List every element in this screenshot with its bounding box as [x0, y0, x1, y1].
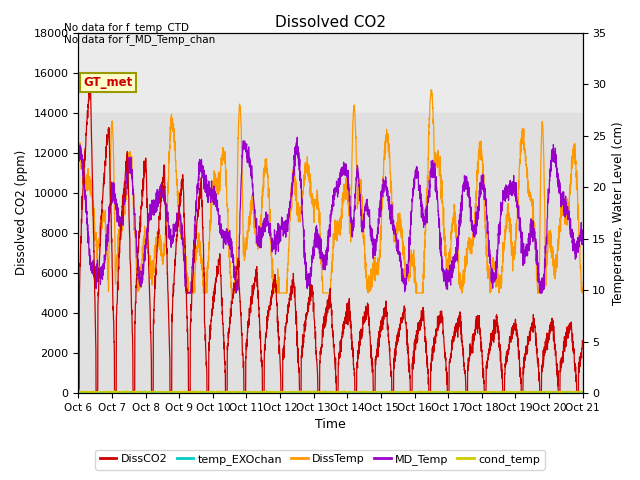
- X-axis label: Time: Time: [315, 419, 346, 432]
- Text: No data for f_MD_Temp_chan: No data for f_MD_Temp_chan: [64, 34, 215, 45]
- Bar: [79, 33, 582, 113]
- Y-axis label: Temperature, Water Level (cm): Temperature, Water Level (cm): [612, 121, 625, 305]
- Legend: DissCO2, temp_EXOchan, DissTemp, MD_Temp, cond_temp: DissCO2, temp_EXOchan, DissTemp, MD_Temp…: [95, 450, 545, 469]
- Bar: [79, 113, 582, 393]
- Text: No data for f_temp_CTD: No data for f_temp_CTD: [64, 22, 189, 33]
- Y-axis label: Dissolved CO2 (ppm): Dissolved CO2 (ppm): [15, 150, 28, 276]
- Title: Dissolved CO2: Dissolved CO2: [275, 15, 386, 30]
- Text: GT_met: GT_met: [83, 76, 132, 89]
